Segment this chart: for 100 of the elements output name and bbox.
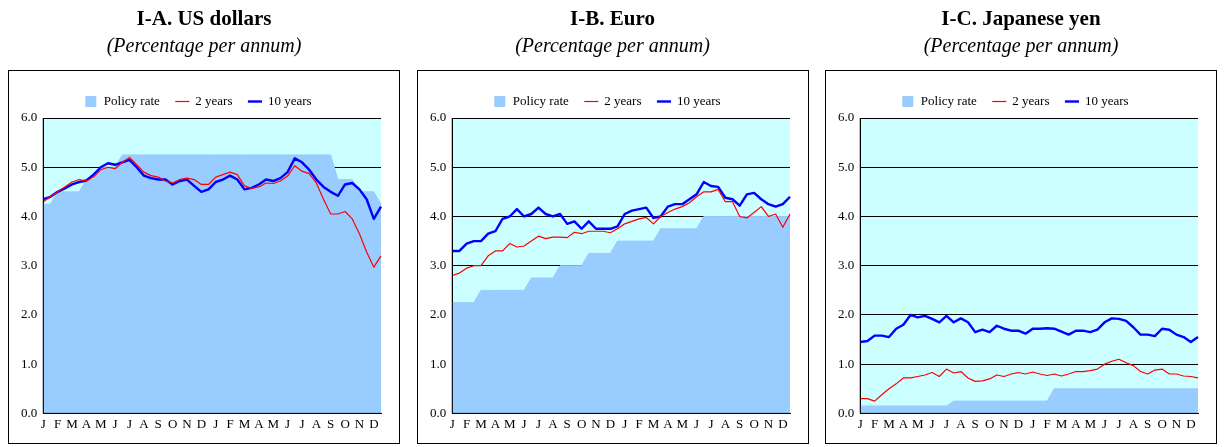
y-tick-label: 4.0 (429, 207, 446, 223)
x-tick-label: S (327, 415, 335, 431)
x-tick-label: J (943, 415, 950, 431)
chart-title: I-A. US dollars (135, 6, 273, 32)
x-tick-label: F (226, 415, 234, 431)
x-tick-label: J (40, 415, 46, 431)
x-tick-label: M (675, 415, 688, 431)
x-tick-label: S (735, 415, 743, 431)
chart-subtitle: (Percentage per annum) (105, 34, 303, 59)
x-tick-label: S (1144, 415, 1152, 431)
y-tick-label: 3.0 (429, 257, 446, 273)
x-tick-label: J (112, 415, 118, 431)
x-tick-label: A (898, 415, 909, 431)
x-tick-label: M (503, 415, 516, 431)
x-tick-label: J (693, 415, 699, 431)
legend-label: 10 years (267, 92, 312, 108)
x-tick-label: O (167, 415, 178, 431)
x-tick-label: J (535, 415, 541, 431)
x-tick-label: O (984, 415, 995, 431)
x-tick-label: A (254, 415, 265, 431)
legend-label: 2 years (1012, 92, 1050, 108)
y-tick-label: 0.0 (429, 404, 446, 420)
x-tick-label: J (621, 415, 627, 431)
x-tick-label: N (763, 415, 774, 431)
x-tick-label: S (154, 415, 162, 431)
x-tick-label: O (1157, 415, 1167, 431)
legend-label: Policy rate (103, 92, 161, 108)
y-tick-label: 3.0 (21, 257, 38, 273)
legend-label: 2 years (603, 92, 641, 108)
x-tick-label: O (340, 415, 350, 431)
x-tick-label: A (956, 415, 967, 431)
x-tick-label: F (462, 415, 470, 431)
x-tick-label: M (94, 415, 107, 431)
x-tick-label: M (911, 415, 924, 431)
y-tick-label: 2.0 (429, 306, 446, 322)
y-tick-label: 6.0 (429, 109, 446, 125)
y-tick-label: 1.0 (21, 355, 38, 371)
x-tick-label: N (354, 415, 365, 431)
y-tick-label: 1.0 (838, 355, 855, 371)
legend-label: 10 years (676, 92, 721, 108)
x-tick-label: D (605, 415, 615, 431)
x-tick-label: F (54, 415, 62, 431)
x-tick-label: J (857, 415, 863, 431)
legend-label: 10 years (1084, 92, 1129, 108)
y-tick-label: 2.0 (21, 306, 38, 322)
y-tick-label: 6.0 (838, 109, 855, 125)
x-tick-label: J (449, 415, 455, 431)
y-tick-label: 2.0 (838, 306, 855, 322)
x-tick-label: M (238, 415, 251, 431)
legend-label: Policy rate (920, 92, 978, 108)
x-tick-label: M (1055, 415, 1068, 431)
x-tick-label: M (647, 415, 660, 431)
x-tick-label: D (777, 415, 788, 431)
x-tick-label: D (1186, 415, 1196, 431)
x-tick-label: M (267, 415, 280, 431)
x-tick-label: A (720, 415, 731, 431)
x-tick-label: O (576, 415, 586, 431)
x-tick-label: J (929, 415, 935, 431)
x-tick-label: F (871, 415, 879, 431)
x-tick-label: S (971, 415, 979, 431)
x-tick-label: N (1171, 415, 1182, 431)
x-tick-label: J (213, 415, 219, 431)
y-tick-label: 5.0 (21, 158, 38, 174)
y-tick-label: 5.0 (838, 158, 855, 174)
x-tick-label: M (883, 415, 896, 431)
x-tick-label: S (563, 415, 571, 431)
chart-subtitle: (Percentage per annum) (514, 34, 711, 59)
legend-label: 2 years (195, 92, 233, 108)
x-tick-label: J (1102, 415, 1108, 431)
x-tick-label: D (196, 415, 207, 431)
x-tick-label: J (299, 415, 305, 431)
x-tick-label: J (1030, 415, 1036, 431)
y-tick-label: 1.0 (429, 355, 446, 371)
x-tick-label: A (1128, 415, 1139, 431)
x-tick-label: F (634, 415, 643, 431)
x-tick-label: A (139, 415, 150, 431)
x-tick-label: D (369, 415, 379, 431)
y-tick-label: 5.0 (429, 158, 446, 174)
x-tick-label: A (490, 415, 501, 431)
y-tick-label: 3.0 (838, 257, 855, 273)
y-tick-label: 6.0 (21, 109, 38, 125)
x-tick-label: A (547, 415, 558, 431)
x-tick-label: D (1013, 415, 1024, 431)
x-tick-label: A (1071, 415, 1082, 431)
x-tick-label: A (81, 415, 92, 431)
y-tick-label: 0.0 (838, 404, 855, 420)
x-tick-label: N (999, 415, 1010, 431)
chart-title: I-C. Japanese yen (940, 6, 1102, 32)
y-tick-label: 0.0 (21, 404, 38, 420)
x-tick-label: N (182, 415, 193, 431)
x-tick-label: J (1116, 415, 1122, 431)
x-tick-label: N (590, 415, 601, 431)
x-tick-label: M (66, 415, 79, 431)
x-tick-label: A (311, 415, 322, 431)
x-tick-label: J (707, 415, 713, 431)
x-tick-label: F (1043, 415, 1051, 431)
x-tick-label: M (474, 415, 487, 431)
x-tick-label: J (126, 415, 133, 431)
x-tick-label: M (1084, 415, 1097, 431)
chart-subtitle: (Percentage per annum) (922, 34, 1120, 59)
